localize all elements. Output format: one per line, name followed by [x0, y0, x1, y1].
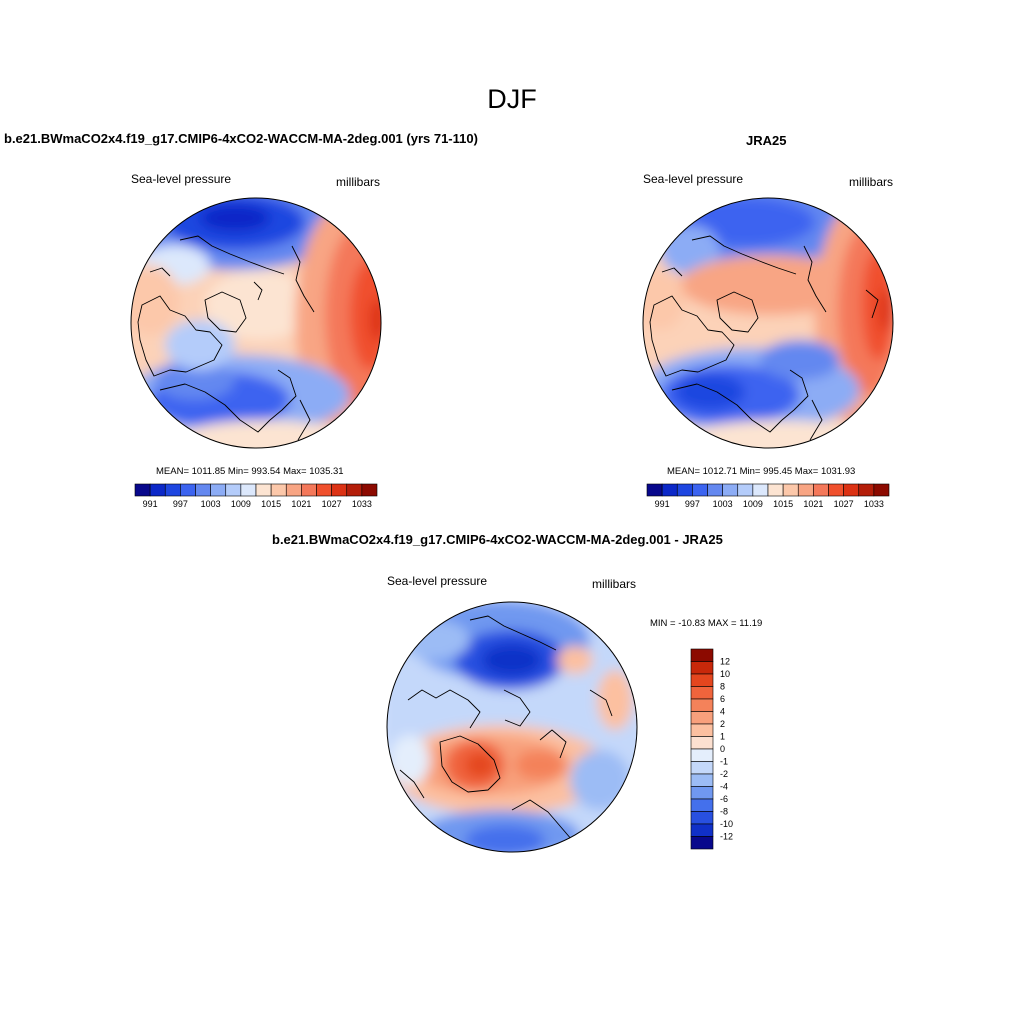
colorbar-swatch [690, 736, 714, 750]
colorbar-tick-label: -2 [720, 769, 728, 779]
colorbar-tick-label: 1027 [834, 499, 854, 509]
colorbar-tick-label: 997 [685, 499, 700, 509]
colorbar-tick-label: 10 [720, 669, 730, 679]
diff-panel-title: b.e21.BWmaCO2x4.f19_g17.CMIP6-4xCO2-WACC… [272, 532, 723, 547]
diff-stats: MIN = -10.83 MAX = 11.19 [650, 618, 763, 629]
colorbar-tick-label: 1 [720, 732, 725, 742]
colorbar-swatch [164, 483, 181, 497]
colorbar-swatch [255, 483, 272, 497]
colorbar-tick-label: 4 [720, 707, 725, 717]
colorbar-swatch [661, 483, 678, 497]
colorbar-tick-label: 991 [655, 499, 670, 509]
colorbar-swatch [301, 483, 317, 497]
colorbar-swatch [843, 483, 860, 497]
colorbar-swatch [346, 483, 363, 497]
colorbar-tick-label: 1003 [713, 499, 733, 509]
colorbar-tick-label: 2 [720, 719, 725, 729]
colorbar-tick-label: 1027 [322, 499, 342, 509]
colorbar-swatch [180, 483, 196, 497]
colorbar-swatch [690, 748, 714, 762]
colorbar-tick-label: 6 [720, 694, 725, 704]
obs-units-label: millibars [849, 175, 894, 189]
colorbar-swatch [873, 483, 890, 497]
colorbar-swatch [690, 836, 714, 850]
colorbar-swatch [285, 483, 302, 497]
colorbar-swatch [195, 483, 211, 497]
obs-stats: MEAN= 1012.71 Min= 995.45 Max= 1031.93 [667, 466, 856, 477]
obs-colorbar: 991 997 1003 1009 1015 1021 1027 1033 [646, 483, 890, 509]
colorbar-tick-label: -8 [720, 807, 728, 817]
colorbar-swatch [331, 483, 348, 497]
colorbar-tick-label: 997 [173, 499, 188, 509]
model-units-label: millibars [336, 175, 381, 189]
colorbar-swatch [316, 483, 332, 497]
colorbar-swatch [690, 648, 714, 662]
colorbar-tick-label: -1 [720, 757, 728, 767]
colorbar-swatch [210, 483, 227, 497]
colorbar-swatch [690, 673, 714, 687]
colorbar-tick-label: -6 [720, 794, 728, 804]
colorbar-tick-label: 1033 [864, 499, 884, 509]
model-polar-map [130, 197, 382, 449]
colorbar-swatch [134, 483, 151, 497]
model-stats: MEAN= 1011.85 Min= 993.54 Max= 1035.31 [156, 466, 344, 477]
colorbar-swatch [767, 483, 784, 497]
colorbar-swatch [225, 483, 242, 497]
colorbar-swatch [797, 483, 814, 497]
colorbar-tick-label: 1015 [261, 499, 281, 509]
colorbar-swatch [240, 483, 257, 497]
colorbar-swatch [858, 483, 875, 497]
colorbar-swatch [646, 483, 663, 497]
colorbar-swatch [813, 483, 829, 497]
model-colorbar: 991 997 1003 1009 1015 1021 1027 1033 [134, 483, 378, 509]
colorbar-swatch [676, 483, 693, 497]
colorbar-swatch [690, 686, 714, 700]
colorbar-swatch [361, 483, 378, 497]
colorbar-swatch [690, 723, 714, 737]
colorbar-tick-label: 1009 [231, 499, 251, 509]
colorbar-swatch [690, 661, 714, 675]
colorbar-tick-label: 991 [143, 499, 158, 509]
colorbar-swatch [828, 483, 844, 497]
colorbar-tick-label: 1003 [201, 499, 221, 509]
colorbar-swatch [270, 483, 287, 497]
colorbar-swatch [690, 811, 714, 825]
colorbar-tick-label: 1015 [773, 499, 793, 509]
colorbar-swatch [782, 483, 799, 497]
diff-variable-label: Sea-level pressure [387, 574, 488, 588]
colorbar-swatch [690, 773, 714, 787]
model-variable-label: Sea-level pressure [131, 172, 232, 186]
colorbar-swatch [149, 483, 166, 497]
obs-polar-map [642, 197, 894, 449]
colorbar-swatch [722, 483, 739, 497]
colorbar-tick-label: 1021 [291, 499, 311, 509]
figure-title: DJF [487, 84, 537, 114]
colorbar-swatch [690, 823, 714, 837]
colorbar-swatch [690, 786, 714, 800]
colorbar-swatch [752, 483, 769, 497]
colorbar-tick-label: 8 [720, 682, 725, 692]
diff-polar-map [386, 601, 638, 853]
colorbar-tick-label: -10 [720, 819, 733, 829]
colorbar-tick-label: 1033 [352, 499, 372, 509]
colorbar-tick-label: -4 [720, 782, 728, 792]
colorbar-tick-label: 1009 [743, 499, 763, 509]
colorbar-swatch [690, 711, 714, 725]
obs-panel-title: JRA25 [746, 133, 787, 148]
colorbar-tick-label: 1021 [803, 499, 823, 509]
colorbar-swatch [707, 483, 723, 497]
diff-units-label: millibars [592, 577, 637, 591]
colorbar-swatch [737, 483, 754, 497]
colorbar-swatch [692, 483, 708, 497]
colorbar-tick-label: 12 [720, 657, 730, 667]
model-panel-title: b.e21.BWmaCO2x4.f19_g17.CMIP6-4xCO2-WACC… [4, 131, 478, 146]
colorbar-swatch [690, 698, 714, 712]
obs-variable-label: Sea-level pressure [643, 172, 744, 186]
colorbar-swatch [690, 761, 714, 775]
colorbar-swatch [690, 798, 714, 812]
colorbar-tick-label: -12 [720, 832, 733, 842]
colorbar-tick-label: 0 [720, 744, 725, 754]
